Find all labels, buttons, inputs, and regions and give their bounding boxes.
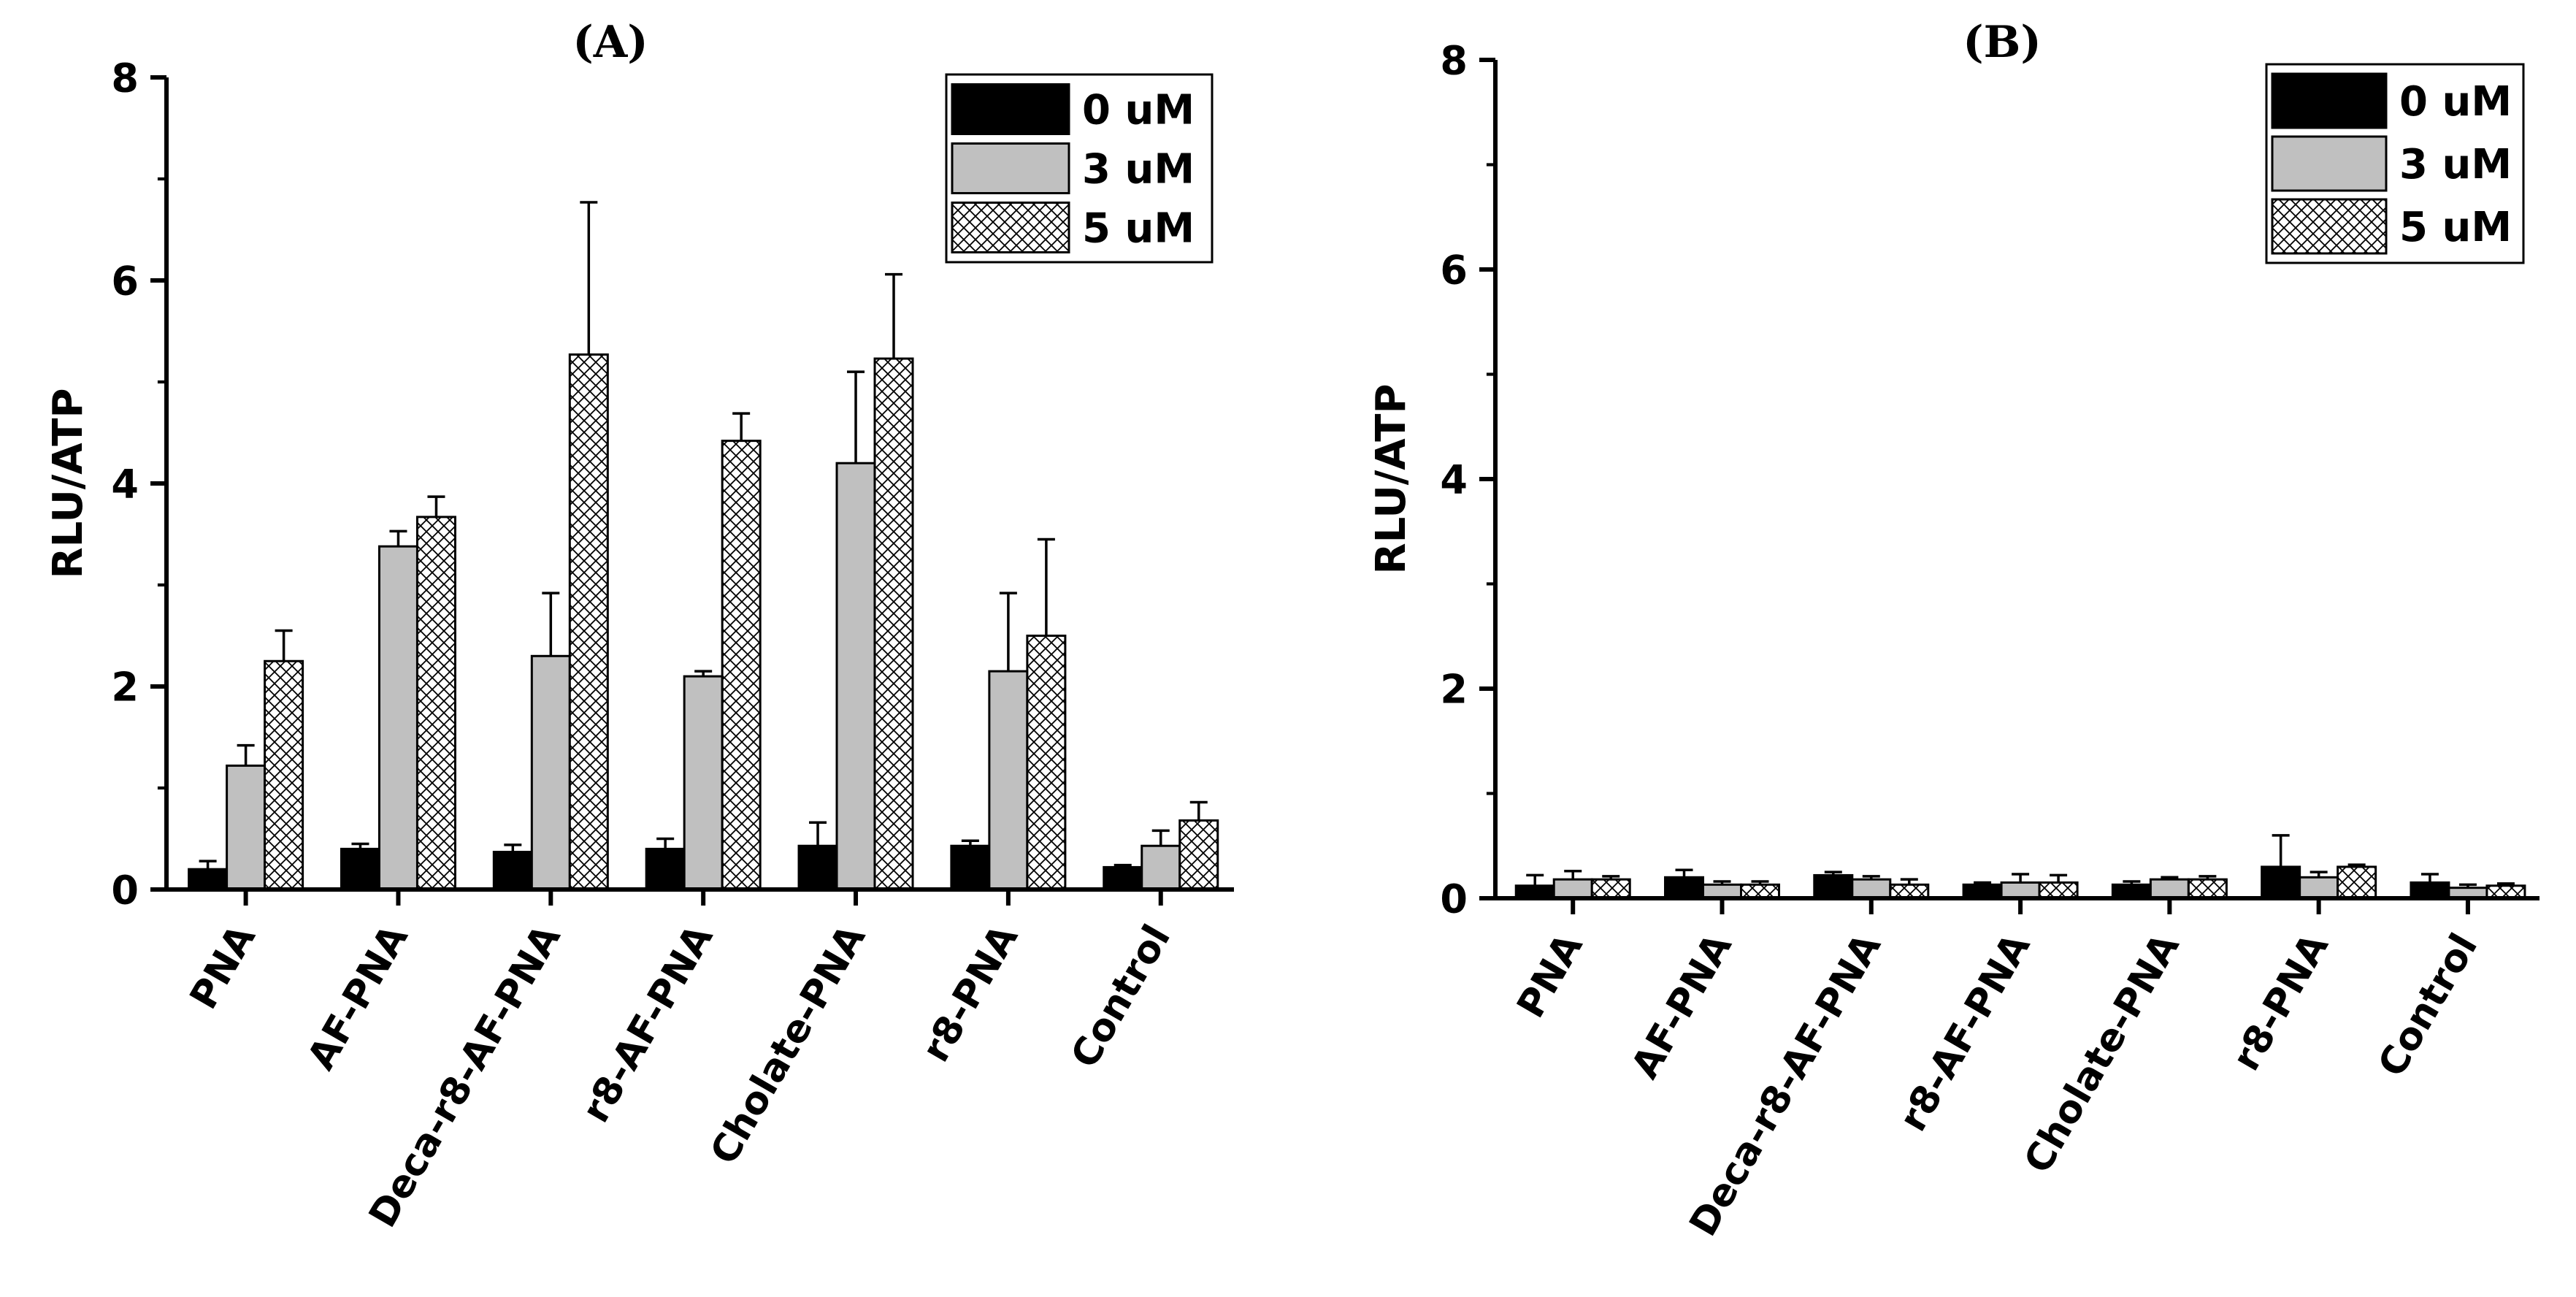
panel-a-y-tick-label: 6: [111, 258, 139, 304]
panel-a-bar-r8-af-pna-3um: [683, 675, 724, 891]
panel-a-bar-af-pna-3um: [377, 545, 418, 891]
panel-a-bar-r8-pna-0um: [950, 844, 991, 891]
panel-a-legend-label: 3 uM: [1082, 146, 1195, 194]
panel-a-bar-r8-af-pna-0um: [645, 847, 686, 891]
panel-a-bar-cholate-pna-3um: [835, 462, 876, 891]
panel-b-category-label: r8-AF-PNA: [1891, 927, 2039, 1139]
panel-b-y-tick-label: 0: [1440, 876, 1468, 922]
panel-b-bar-cholate-pna-5um: [2187, 878, 2228, 900]
panel-b-bar-r8-af-pna-5um: [2038, 881, 2079, 900]
panel-b-bar-pna-3um: [1552, 878, 1593, 900]
panel-a-legend-label: 5 uM: [1082, 205, 1195, 253]
panel-a-bar-deca-r8-af-pna-3um: [530, 654, 571, 891]
panel-b-bar-pna-5um: [1590, 878, 1631, 900]
panel-b-category-label: AF-PNA: [1623, 927, 1741, 1086]
panel-b-bar-r8-pna-0um: [2261, 865, 2301, 900]
panel-a-legend-swatch: [951, 202, 1070, 253]
panel-a-bar-af-pna-5um: [415, 516, 456, 891]
panel-b-legend-label: 3 uM: [2399, 141, 2512, 188]
panel-a-bar-r8-af-pna-5um: [721, 440, 762, 891]
panel-a-bar-control-5um: [1178, 819, 1219, 891]
panel-a-bar-pna-3um: [226, 764, 267, 891]
panel-a-y-axis-label: RLU/ATP: [45, 389, 92, 579]
panel-b-bar-r8-pna-5um: [2337, 865, 2377, 900]
panel-b-legend-label: 5 uM: [2399, 204, 2512, 251]
panel-a-bar-pna-5um: [264, 659, 304, 891]
panel-b-bar-deca-r8-af-pna-3um: [1851, 878, 1892, 900]
panel-a-category-label: r8-PNA: [914, 918, 1027, 1070]
panel-b-title: (B): [1963, 17, 2042, 68]
panel-b-bar-cholate-pna-3um: [2149, 878, 2190, 900]
panel-b-category-label: r8-PNA: [2224, 927, 2337, 1079]
panel-a-bar-cholate-pna-0um: [797, 844, 838, 891]
panel-b-bar-deca-r8-af-pna-0um: [1813, 873, 1854, 900]
panel-a-bar-pna-0um: [188, 868, 229, 891]
panel-a-category-label: Control: [1063, 918, 1179, 1076]
panel-a-title: (A): [572, 17, 648, 68]
panel-a-bar-af-pna-0um: [340, 847, 380, 891]
panel-b-bar-r8-af-pna-3um: [2000, 881, 2041, 900]
panel-a-bar-r8-pna-5um: [1026, 635, 1067, 891]
panel-a-legend-label: 0 uM: [1082, 87, 1195, 134]
panel-b-bar-control-0um: [2410, 881, 2450, 900]
panel-b-legend-swatch: [2271, 135, 2388, 192]
panel-b-category-label: PNA: [1509, 927, 1592, 1026]
panel-b-legend-swatch: [2271, 72, 2388, 129]
panel-a-y-tick-label: 0: [111, 867, 139, 913]
panel-b-bar-af-pna-0um: [1664, 876, 1705, 900]
panel-a-bar-control-3um: [1141, 844, 1181, 891]
panel-b-category-label: Cholate-PNA: [2016, 927, 2188, 1181]
panel-b-legend-swatch: [2271, 198, 2388, 255]
panel-b-y-tick-label: 6: [1440, 247, 1468, 293]
panel-a-bar-control-0um: [1103, 865, 1143, 891]
panel-a-bar-cholate-pna-5um: [873, 357, 914, 891]
panel-a-category-label: PNA: [182, 918, 264, 1017]
panel-a-category-label: r8-AF-PNA: [574, 918, 721, 1130]
panel-a-y-tick-label: 2: [111, 664, 139, 710]
panel-a-legend-swatch: [951, 142, 1070, 194]
panel-b-y-tick-label: 4: [1440, 456, 1468, 502]
panel-b-y-axis-label: RLU/ATP: [1368, 384, 1415, 575]
panel-b-y-tick-label: 8: [1440, 37, 1468, 83]
panel-b-legend-label: 0 uM: [2399, 78, 2512, 126]
panel-a-category-label: AF-PNA: [299, 918, 417, 1077]
panel-a-legend-swatch: [951, 83, 1070, 135]
panel-a-y-tick-label: 4: [111, 461, 139, 507]
panel-a-y-tick-label: 8: [111, 55, 139, 101]
panel-a-bar-deca-r8-af-pna-5um: [568, 353, 609, 891]
panel-a-category-label: Cholate-PNA: [702, 918, 875, 1172]
panel-a-bar-deca-r8-af-pna-0um: [492, 851, 533, 891]
panel-b-category-label: Control: [2370, 927, 2486, 1084]
panel-b-bar-r8-pna-3um: [2299, 876, 2339, 900]
panel-b-y-tick-label: 2: [1440, 666, 1468, 712]
panel-a-bar-r8-pna-3um: [988, 670, 1029, 891]
